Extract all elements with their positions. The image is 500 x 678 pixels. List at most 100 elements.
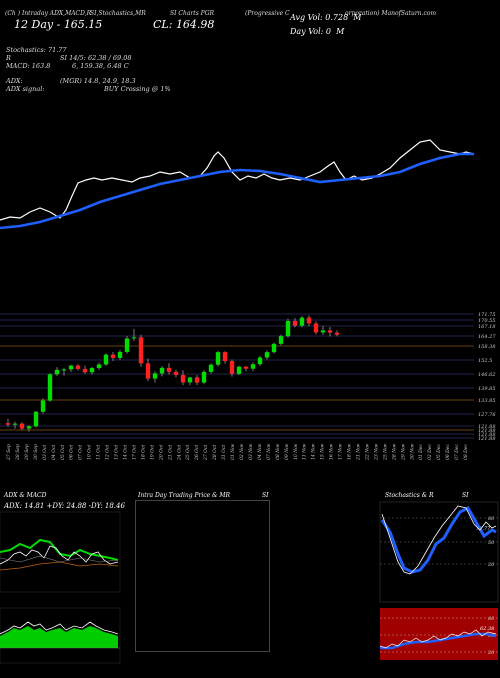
- candle-body: [278, 336, 284, 344]
- company-line: (Progressive C: [245, 10, 290, 17]
- day-price: 12 Day - 165.15: [14, 18, 103, 31]
- candle-body: [124, 338, 130, 352]
- candle-body: [117, 351, 123, 358]
- date-axis-label: 15 Nov: [320, 443, 326, 460]
- candle-body: [215, 352, 221, 365]
- stoch-r: R: [6, 54, 11, 62]
- date-axis-label: 12 Oct: [105, 445, 111, 460]
- candle-body: [40, 400, 46, 412]
- date-axis-label: 28 Oct: [212, 445, 218, 461]
- date-axis: 27 Sep 28 Sep 29 Sep 30 Sep 03 Oct 04 Oct 05 O…: [6, 443, 469, 461]
- candle-body: [54, 369, 60, 375]
- avg-volume: Avg Vol: 0.728 M: [290, 13, 362, 22]
- macd-label: MACD: 163.8: [6, 62, 51, 70]
- date-axis-label: 18 Oct: [140, 445, 146, 460]
- candle-body: [250, 364, 256, 369]
- candle-body: [194, 377, 200, 383]
- company-line-2: orporation) ManofSaturn.com: [345, 10, 437, 17]
- candle-body: [292, 320, 298, 326]
- candle-body: [145, 363, 151, 379]
- price-axis-label: 167.18: [478, 324, 496, 330]
- rsi-level-80: 80: [488, 616, 495, 622]
- price-axis-label: 121.88: [478, 432, 496, 438]
- day-volume: Day Vol: 0 M: [290, 27, 345, 36]
- date-axis-label: 17 Nov: [338, 443, 344, 460]
- adx-minus-line: [0, 545, 119, 565]
- stoch-si: SI 14/5: 62.38 / 69.08: [60, 54, 132, 62]
- stoch-level-50: 50: [488, 540, 495, 546]
- date-axis-label: 23 Nov: [373, 443, 379, 461]
- adx-panel-title: ADX & MACD: [4, 492, 47, 499]
- date-axis-label: 07 Dec: [454, 444, 460, 460]
- candle-body: [173, 371, 179, 375]
- date-axis-label: 08 Nov: [275, 443, 281, 460]
- date-axis-label: 02 Dec: [427, 444, 433, 460]
- candle-body: [131, 337, 137, 339]
- candle-body: [334, 332, 340, 335]
- date-axis-label: 03 Nov: [248, 443, 254, 460]
- candle-body: [313, 323, 319, 333]
- date-axis-label: 05 Dec: [436, 444, 442, 460]
- date-axis-label: 28 Nov: [391, 443, 397, 461]
- candle-body: [110, 354, 116, 358]
- date-axis-label: 27 Sep: [6, 444, 12, 461]
- date-axis-label: 24 Oct: [176, 445, 182, 461]
- chart-label: SI Charts PGR: [170, 10, 215, 17]
- date-axis-label: 05 Oct: [60, 445, 66, 460]
- stoch-k-line: [381, 505, 497, 575]
- date-axis-label: 10 Oct: [87, 445, 93, 460]
- date-axis-label: 13 Oct: [114, 445, 120, 460]
- date-axis-label: 01 Dec: [418, 444, 424, 460]
- adx-panel: [0, 511, 121, 593]
- stoch-value: 71.77: [476, 526, 491, 532]
- date-axis-label: 09 Nov: [284, 443, 290, 460]
- date-axis-label: 03 Oct: [42, 445, 48, 460]
- date-axis-label: 06 Dec: [445, 444, 451, 460]
- rsi-line: [379, 629, 497, 649]
- date-axis-label: 28 Sep: [15, 444, 21, 461]
- candle-body: [75, 365, 81, 369]
- date-axis-label: 11 Oct: [96, 445, 102, 460]
- adx-label: ADX:: [6, 77, 23, 85]
- candle-body: [299, 317, 305, 326]
- price-axis-label: 164.27: [478, 334, 496, 340]
- stoch-title: Stochastics: 71.77: [6, 46, 67, 54]
- price-axis-label: 127.76: [478, 412, 496, 418]
- date-axis-label: 14 Oct: [123, 445, 129, 460]
- symbol-line: (Ch ) Intraday ADX,MACD,R: [5, 10, 92, 17]
- candle-body: [208, 364, 214, 372]
- candle-body: [187, 377, 193, 383]
- date-axis-label: 22 Nov: [364, 443, 370, 461]
- candle-body: [152, 373, 158, 379]
- date-axis-label: 19 Oct: [149, 445, 155, 460]
- stoch-level-80: 80: [488, 516, 495, 522]
- date-axis-label: 04 Nov: [257, 443, 263, 460]
- date-axis-label: 17 Oct: [131, 445, 137, 460]
- adx-values: (MGR) 14.8, 24.9, 18.3: [60, 77, 136, 85]
- date-axis-label: 30 Nov: [409, 443, 415, 460]
- price-axis-label: 133.85: [478, 398, 496, 404]
- candle-body: [89, 368, 95, 373]
- candle-body: [229, 361, 235, 374]
- date-axis-label: 26 Oct: [194, 445, 200, 461]
- price-axis-label: 121.88: [478, 436, 496, 442]
- candle-body: [33, 411, 39, 427]
- moving-average-line: [0, 152, 474, 230]
- candles: [5, 315, 340, 432]
- date-axis-label: 16 Nov: [329, 443, 335, 460]
- candle-body: [285, 320, 291, 337]
- date-axis-label: 31 Oct: [221, 445, 227, 460]
- date-axis-label: 10 Nov: [293, 443, 299, 460]
- date-axis-label: 18 Nov: [347, 443, 353, 460]
- date-axis-label: 01 Nov: [230, 443, 236, 460]
- date-axis-label: 20 Oct: [158, 445, 164, 461]
- date-axis-label: 29 Sep: [24, 444, 30, 461]
- date-axis-label: 07 Oct: [78, 445, 84, 460]
- price-gridlines: [0, 313, 474, 439]
- candle-body: [82, 368, 88, 373]
- candle-body: [180, 375, 186, 383]
- stoch-line: SI,Stochastics,MR: [90, 10, 146, 17]
- candle-body: [306, 317, 312, 324]
- price-axis-label: 146.62: [478, 372, 496, 378]
